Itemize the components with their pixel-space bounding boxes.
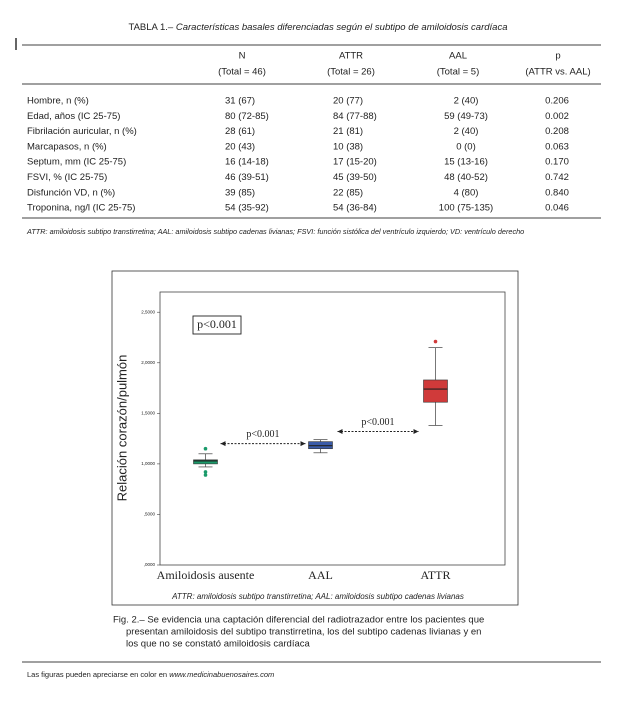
- table-cell: 0.840: [545, 187, 569, 198]
- footer-link: www.medicinabuenosaires.com: [169, 670, 274, 679]
- box: [423, 379, 448, 403]
- annotation: p<0.001: [197, 317, 237, 331]
- table-cell: 2 (40): [454, 126, 479, 137]
- row-label: Troponina, ng/l (IC 25-75): [27, 203, 135, 214]
- table-cell: 0.046: [545, 203, 569, 214]
- annotation: p<0.001: [361, 417, 394, 428]
- annotation: p<0.001: [246, 429, 279, 440]
- annotation-box: [192, 315, 242, 335]
- y-axis-label: Relación corazón/pulmón: [114, 355, 129, 502]
- column-header: AAL: [449, 51, 467, 62]
- figure-caption: ATTR: amiloidosis subtipo transtirretina…: [171, 592, 464, 601]
- x-tick-label: ATTR: [421, 568, 451, 582]
- table-cell: 0.742: [545, 172, 569, 183]
- table-cell: 15 (13-16): [444, 157, 488, 168]
- table-cell: 20 (43): [225, 141, 255, 152]
- footer: Las figuras pueden apreciarse en color e…: [27, 670, 274, 679]
- row-label: Edad, años (IC 25-75): [27, 111, 120, 122]
- row-label: Marcapasos, n (%): [27, 141, 107, 152]
- table-cell: 0.208: [545, 126, 569, 137]
- table-cell: 2 (40): [454, 96, 479, 107]
- outlier: [203, 473, 208, 477]
- table-title-text: Características basales diferenciadas se…: [176, 22, 508, 33]
- x-tick-label: Amiloidosis ausente: [157, 568, 255, 582]
- fig-caption: Fig. 2.– Se evidencia una captación dife…: [113, 615, 484, 626]
- y-tick-label: ,5000: [144, 512, 156, 517]
- column-header: (Total = 26): [327, 67, 375, 78]
- table-cell: 48 (40-52): [444, 172, 488, 183]
- column-header: (Total = 46): [218, 67, 266, 78]
- footer-text: Las figuras pueden apreciarse en color e…: [27, 670, 167, 679]
- column-header: (ATTR vs. AAL): [525, 67, 590, 78]
- fig-caption: los que no se constató amiloidosis cardí…: [126, 639, 310, 650]
- row-label: Hombre, n (%): [27, 96, 89, 107]
- y-tick-label: 2,0000: [141, 360, 155, 365]
- table-cell: 0.002: [545, 111, 569, 122]
- table-cell: 21 (81): [333, 126, 363, 137]
- row-label: Septum, mm (IC 25-75): [27, 157, 126, 168]
- table-cell: 0.170: [545, 157, 569, 168]
- table-cell: 39 (85): [225, 187, 255, 198]
- column-header: N: [239, 51, 246, 62]
- box: [193, 459, 218, 465]
- table-footnote: ATTR: amiloidosis subtipo transtirretina…: [26, 227, 524, 236]
- y-tick-label: 2,5000: [141, 309, 155, 314]
- table-title: TABLA 1.– Características basales difere…: [129, 22, 508, 33]
- table-cell: 80 (72-85): [225, 111, 269, 122]
- table-cell: 0.063: [545, 141, 569, 152]
- table-cell: 22 (85): [333, 187, 363, 198]
- table-cell: 20 (77): [333, 96, 363, 107]
- x-tick-label: AAL: [308, 568, 333, 582]
- table-cell: 54 (36-84): [333, 203, 377, 214]
- table-cell: 0.206: [545, 96, 569, 107]
- table-cell: 46 (39-51): [225, 172, 269, 183]
- plot-frame: [159, 291, 506, 566]
- table-cell: 59 (49-73): [444, 111, 488, 122]
- y-tick-label: 1,0000: [141, 461, 155, 466]
- table-cell: 31 (67): [225, 96, 255, 107]
- y-tick-label: ,0000: [144, 562, 156, 567]
- column-header: ATTR: [339, 51, 363, 62]
- row-label: Fibrilación auricular, n (%): [27, 126, 137, 137]
- table-cell: 54 (35-92): [225, 203, 269, 214]
- table-cell: 10 (38): [333, 141, 363, 152]
- row-label: Disfunción VD, n (%): [27, 187, 115, 198]
- y-tick-label: 1,5000: [141, 411, 155, 416]
- table-cell: 28 (61): [225, 126, 255, 137]
- outlier: [433, 339, 438, 344]
- row-label: FSVI, % (IC 25-75): [27, 172, 107, 183]
- outlier: [203, 470, 208, 474]
- fig-caption: presentan amiloidosis del subtipo transt…: [126, 627, 481, 638]
- table-cell: 84 (77-88): [333, 111, 377, 122]
- outlier: [203, 446, 208, 451]
- figure-frame: [111, 270, 519, 606]
- table-cell: 0 (0): [456, 141, 476, 152]
- column-header: p: [555, 51, 560, 62]
- table-label: TABLA 1.–: [129, 22, 174, 33]
- table-cell: 45 (39-50): [333, 172, 377, 183]
- table-cell: 4 (80): [454, 187, 479, 198]
- table-cell: 17 (15-20): [333, 157, 377, 168]
- table-cell: 16 (14-18): [225, 157, 269, 168]
- table-cell: 100 (75-135): [439, 203, 493, 214]
- column-header: (Total = 5): [437, 67, 480, 78]
